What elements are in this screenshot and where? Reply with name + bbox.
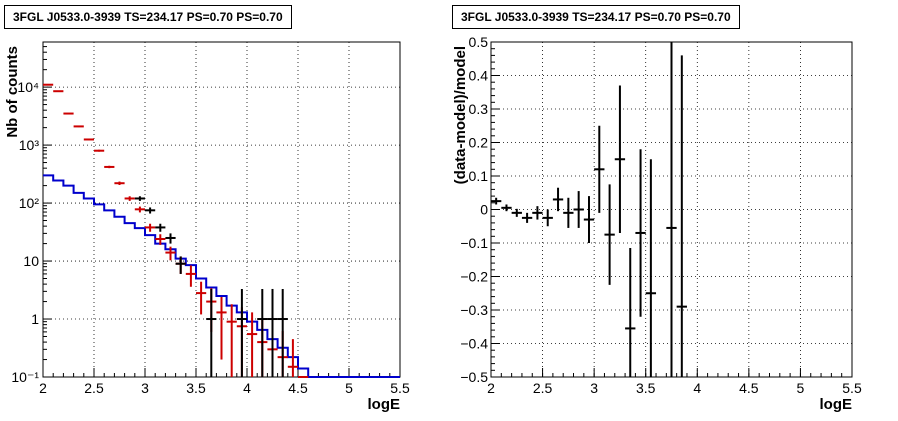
data-point [63, 112, 74, 115]
x-tick-label: 4.5 [739, 380, 759, 396]
x-axis-label: logE [820, 396, 853, 413]
data-point [625, 248, 636, 377]
data-point [175, 256, 186, 274]
x-tick-label: 3.5 [186, 380, 206, 396]
y-tick-label: 0.2 [469, 135, 489, 151]
x-tick-label: 5 [345, 380, 353, 396]
data-point [124, 196, 135, 201]
data-point [226, 304, 237, 377]
y-tick-label: 0 [480, 202, 488, 218]
y-tick-label: −0.1 [460, 235, 488, 251]
data-point [134, 206, 145, 213]
model-step-line [43, 174, 400, 378]
left-panel: 2 2.5 3 3.5 4 4.5 5 5.5 10⁻¹ 1 10 10² 10³ 10⁴ logE Nb o… [4, 41, 410, 413]
y-tick-label: −0.4 [460, 336, 488, 352]
data-point [53, 90, 64, 93]
x-tick-label: 2.5 [84, 380, 104, 396]
data-point [83, 138, 94, 141]
right-chart-title: 3FGL J0533.0-3939 TS=234.17 PS=0.70 PS=0… [452, 5, 740, 29]
y-tick-label: 1 [31, 311, 39, 327]
data-point [552, 187, 564, 212]
data-point [185, 265, 196, 287]
data-point [583, 196, 595, 243]
x-tick-label: 5.5 [390, 380, 410, 396]
y-tick-label: 0.1 [469, 168, 489, 184]
data-point [216, 296, 227, 360]
data-point [635, 149, 646, 317]
x-tick-label: 2.5 [533, 380, 553, 396]
data-point [645, 159, 657, 377]
x-tick-label: 3 [590, 380, 598, 396]
data-point [277, 288, 288, 377]
x-tick-label: 4 [693, 380, 701, 396]
data-point [155, 223, 166, 232]
y-tick-label: 10⁻¹ [11, 369, 39, 385]
data-point [145, 223, 156, 232]
data-point [511, 208, 522, 217]
y-tick-label: 0.3 [469, 101, 489, 117]
data-point [104, 165, 115, 169]
data-point [236, 288, 247, 377]
data-point [287, 339, 298, 377]
x-tick-label: 4.5 [288, 380, 308, 396]
data-point [563, 197, 574, 228]
data-point [206, 288, 217, 377]
x-tick-label: 5 [797, 380, 805, 396]
data-point [43, 83, 54, 86]
y-axis-label: (data-model)/model [452, 46, 469, 184]
data-point [491, 197, 502, 205]
data-point [73, 125, 84, 128]
x-tick-label: 4 [243, 380, 251, 396]
data-point [614, 85, 626, 233]
data-point [604, 184, 615, 285]
data-point [594, 125, 605, 213]
data-point [521, 212, 533, 223]
data-point [257, 288, 268, 377]
data-point [532, 206, 543, 220]
data-point [247, 312, 258, 377]
data-point [501, 204, 512, 212]
data-point [542, 209, 553, 227]
x-tick-label: 5.5 [842, 380, 862, 396]
x-tick-label: 3 [141, 380, 149, 396]
y-axis-label: Nb of counts [4, 46, 21, 138]
right-panel: 2 2.5 3 3.5 4 4.5 5 5.5 −0.5 −0.4 −0.3 −0.2 −0.1 0 0.1… [452, 34, 862, 413]
y-tick-label: 10³ [19, 137, 40, 153]
data-point [573, 191, 584, 228]
data-point [145, 207, 156, 214]
data-point [114, 181, 125, 185]
data-point [165, 246, 176, 261]
data-point [676, 55, 687, 377]
y-tick-label: −0.5 [460, 369, 488, 385]
x-axis-label: logE [368, 396, 401, 413]
y-tick-label: 10⁴ [17, 79, 39, 95]
y-tick-label: −0.2 [460, 269, 488, 285]
data-point [155, 234, 166, 245]
x-tick-label: 2 [487, 380, 495, 396]
data-point [134, 196, 145, 201]
y-tick-label: 0.5 [469, 34, 489, 50]
data-point [666, 42, 677, 377]
x-tick-label: 3.5 [636, 380, 656, 396]
x-tick-label: 2 [39, 380, 47, 396]
left-chart-title: 3FGL J0533.0-3939 TS=234.17 PS=0.70 PS=0… [4, 5, 292, 29]
y-tick-label: 10² [19, 195, 40, 211]
data-point [94, 149, 105, 152]
y-tick-label: 10 [23, 253, 39, 269]
y-tick-label: −0.3 [460, 302, 488, 318]
data-point [165, 233, 176, 244]
y-tick-label: 0.4 [469, 68, 489, 84]
data-point [267, 288, 278, 377]
data-point [196, 281, 207, 315]
